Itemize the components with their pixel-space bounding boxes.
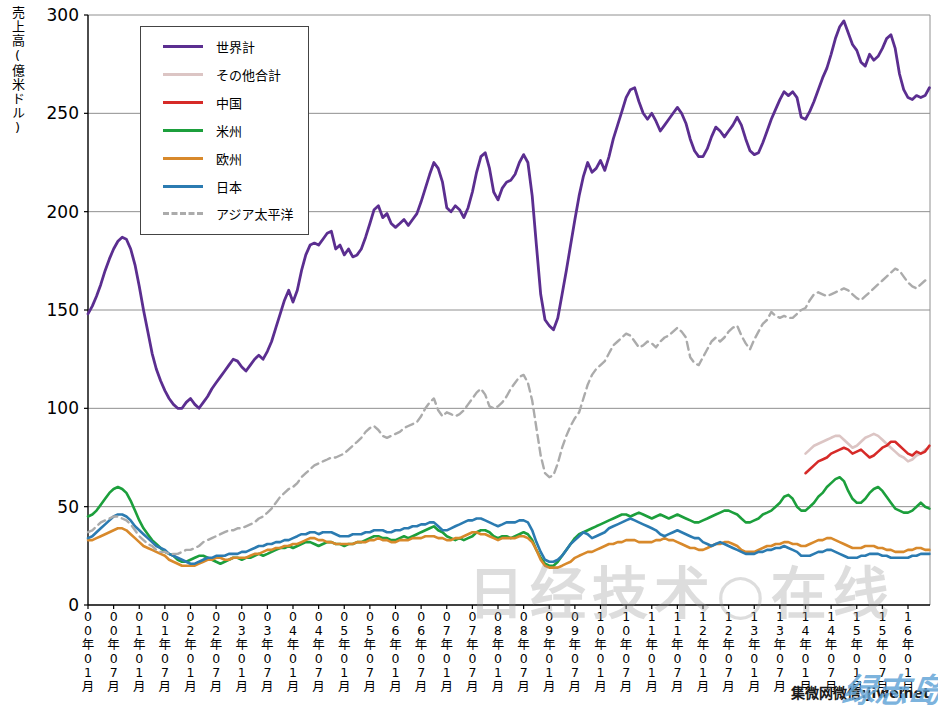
y-tick-label: 200 (47, 202, 79, 222)
legend-swatch-icon (163, 45, 203, 48)
x-tick-label: 06年07月 (415, 609, 428, 694)
legend-label: アジア太平洋 (216, 204, 293, 223)
legend-swatch-icon (163, 101, 203, 104)
legend-swatch-icon (163, 157, 203, 160)
y-tick-label: 150 (47, 300, 79, 320)
y-tick-label: 300 (47, 5, 79, 25)
legend-label: その他合計 (216, 65, 281, 84)
series-line-2 (806, 442, 930, 473)
legend-item-0: 世界計 (141, 37, 308, 56)
x-tick-label: 03年01月 (235, 609, 248, 694)
legend-item-1: その他合計 (141, 65, 308, 84)
x-tick-label: 04年07月 (312, 609, 325, 694)
legend-item-5: 日本 (141, 177, 308, 196)
legend-swatch-icon (163, 212, 203, 215)
y-tick-label: 50 (57, 497, 79, 517)
x-tick-label: 07年01月 (440, 609, 453, 694)
legend-item-3: 米州 (141, 121, 308, 140)
legend-item-6: アジア太平洋 (141, 204, 308, 223)
legend-item-4: 欧州 (141, 149, 308, 168)
x-tick-label: 01年07月 (159, 609, 172, 694)
legend-label: 日本 (216, 177, 242, 196)
legend-label: 中国 (216, 93, 242, 112)
y-tick-label: 250 (47, 103, 79, 123)
legend-label: 世界計 (216, 37, 255, 56)
legend-label: 米州 (216, 121, 242, 140)
legend: 世界計その他合計中国米州欧州日本アジア太平洋 (140, 26, 309, 235)
legend-swatch-icon (163, 73, 203, 76)
y-tick-label: 0 (68, 595, 79, 615)
chart-canvas: 売上高(億米ドル) 05010015020025030000年01月00年07月… (0, 0, 938, 716)
legend-swatch-icon (163, 129, 203, 132)
x-tick-label: 03年07月 (261, 609, 274, 694)
watermark-lvzhidao: 绿志岛 (840, 664, 938, 712)
x-tick-label: 06年01月 (389, 609, 402, 694)
x-tick-label: 00年07月 (107, 609, 120, 694)
x-tick-label: 05年01月 (338, 609, 351, 694)
y-tick-label: 100 (47, 398, 79, 418)
legend-item-2: 中国 (141, 93, 308, 112)
x-tick-label: 00年01月 (82, 609, 95, 694)
legend-swatch-icon (163, 185, 203, 188)
watermark-nikkei-tech-online: 日经技术○在线 (468, 548, 895, 629)
legend-label: 欧州 (216, 149, 242, 168)
x-tick-label: 02年07月 (210, 609, 223, 694)
x-tick-label: 05年07月 (364, 609, 377, 694)
x-tick-label: 01年01月 (133, 609, 146, 694)
x-tick-label: 02年01月 (184, 609, 197, 694)
x-tick-label: 04年01月 (287, 609, 300, 694)
